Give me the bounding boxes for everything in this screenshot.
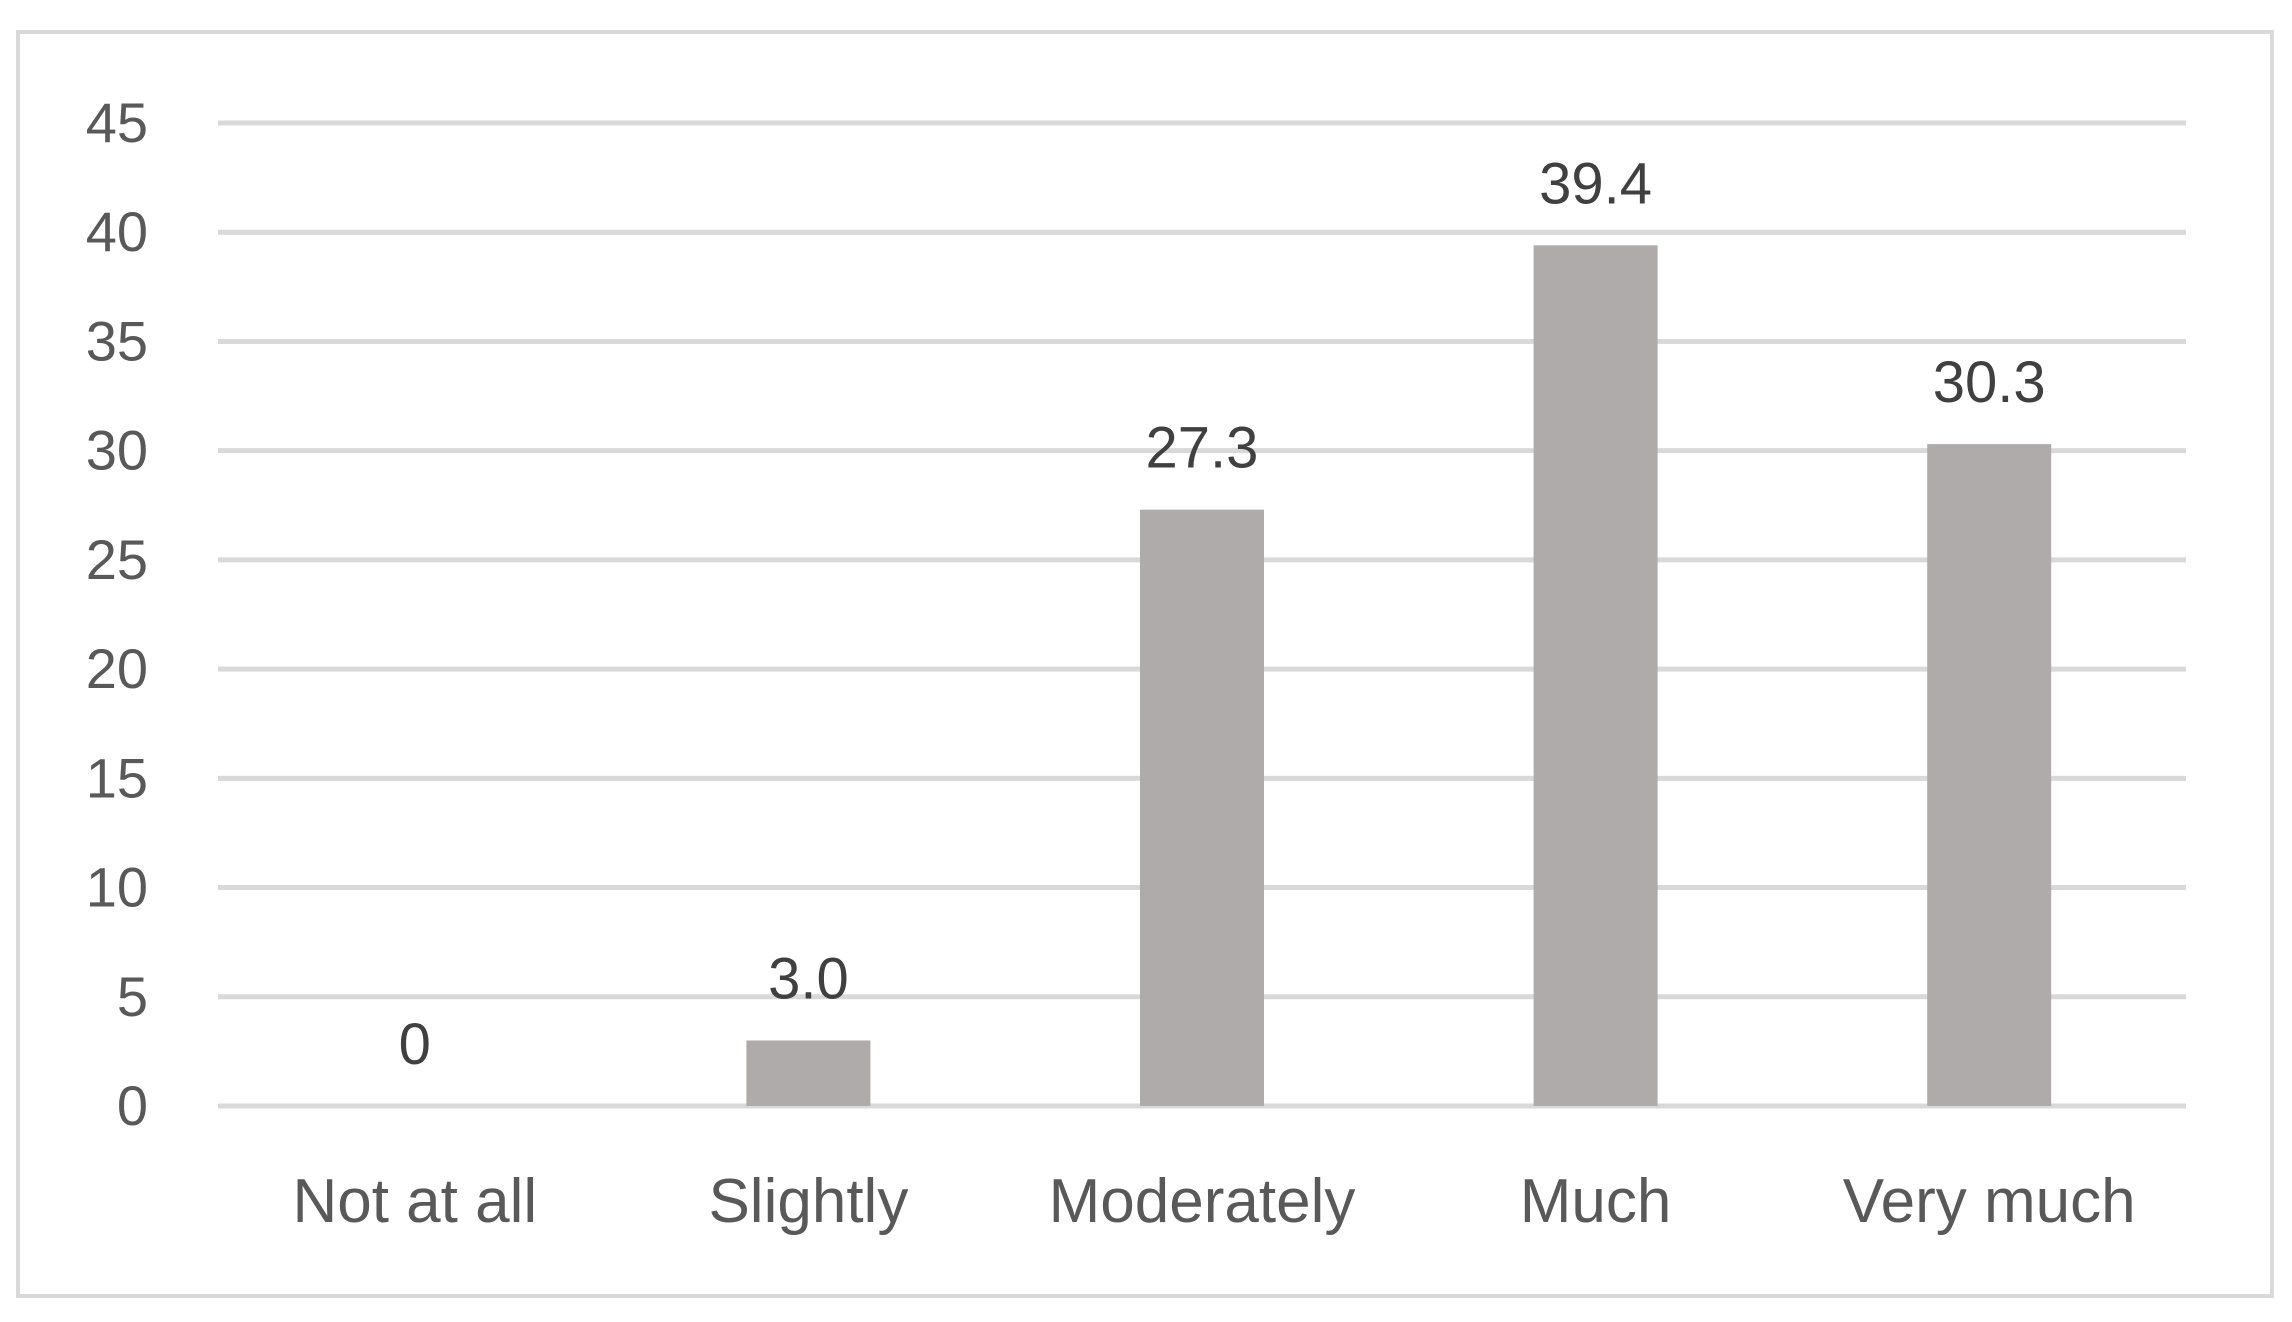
- category-label: Not at all: [292, 1167, 537, 1236]
- y-tick-label: 35: [86, 309, 148, 372]
- y-tick-label: 45: [86, 91, 148, 154]
- data-label: 3.0: [768, 946, 849, 1011]
- category-label: Moderately: [1049, 1167, 1356, 1236]
- gridlines: [218, 120, 2186, 1109]
- bars: [746, 245, 2052, 1107]
- y-axis-ticks: 0 5 10 15 20 25 30 35 40 45: [86, 91, 148, 1137]
- x-axis-categories: Not at all Slightly Moderately Much Very muc…: [292, 1167, 2135, 1236]
- y-tick-label: 0: [117, 1074, 148, 1137]
- y-tick-label: 30: [86, 419, 148, 482]
- bar-much: [1533, 245, 1658, 1107]
- y-tick-label: 10: [86, 856, 148, 919]
- data-labels: 0 3.0 27.3 39.4 30.3: [399, 151, 2046, 1077]
- category-label: Slightly: [708, 1167, 908, 1236]
- data-label: 39.4: [1539, 151, 1652, 216]
- bar-slightly: [746, 1040, 871, 1106]
- y-tick-label: 25: [86, 528, 148, 591]
- data-label: 30.3: [1933, 350, 2046, 415]
- bar-moderately: [1140, 509, 1264, 1106]
- category-label: Much: [1520, 1167, 1672, 1236]
- y-tick-label: 15: [86, 746, 148, 809]
- y-tick-label: 40: [86, 200, 148, 263]
- data-label: 27.3: [1146, 416, 1259, 481]
- y-tick-label: 20: [86, 637, 148, 700]
- bar-very-much: [1927, 444, 2052, 1106]
- data-label: 0: [399, 1012, 431, 1077]
- category-label: Very much: [1843, 1167, 2136, 1236]
- y-tick-label: 5: [117, 965, 148, 1028]
